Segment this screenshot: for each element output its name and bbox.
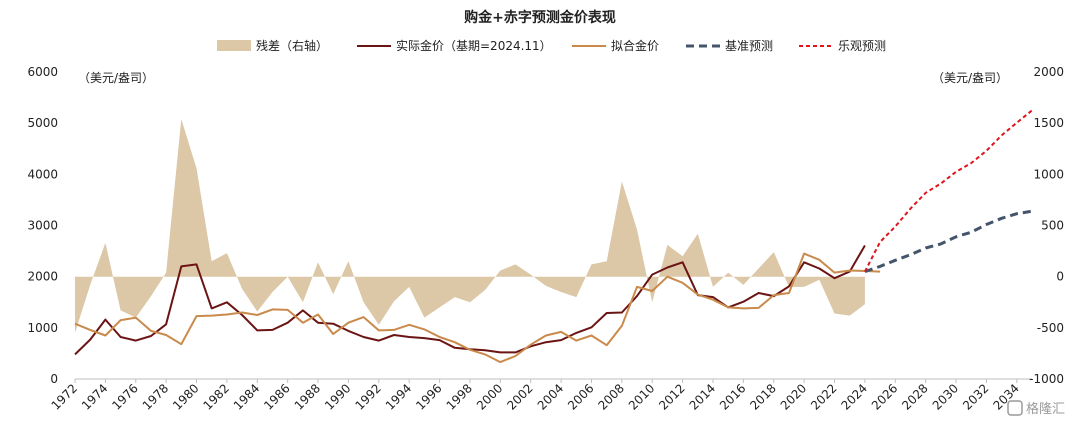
x-tick-label: 1976 — [109, 381, 140, 412]
right-axis-unit: （美元/盎司） — [932, 71, 1008, 85]
legend-label-fitted: 拟合金价 — [611, 38, 659, 53]
y-left-tick-label: 6000 — [27, 65, 58, 79]
x-tick-label: 1982 — [201, 381, 232, 412]
x-tick-label: 1980 — [170, 381, 201, 412]
x-tick-label: 2030 — [930, 381, 961, 412]
residual-area-layer — [75, 119, 865, 333]
x-tick-label: 2004 — [535, 381, 566, 412]
x-tick-label: 2006 — [565, 381, 596, 412]
y-left-tick-label: 3000 — [27, 219, 58, 233]
y-right-tick-label: -1000 — [1029, 372, 1064, 386]
left-axis-unit: （美元/盎司） — [78, 71, 154, 85]
x-tick-label: 2034 — [990, 381, 1021, 412]
axis-layer — [74, 378, 1032, 383]
y-right-tick-label: 500 — [1041, 219, 1064, 233]
series-line — [864, 109, 1033, 273]
x-tick-label: 1998 — [444, 381, 475, 412]
x-tick-label: 2010 — [626, 381, 657, 412]
legend: 残差（右轴） 实际金价（基期=2024.11） 拟合金价 基准预测 乐观预测 — [217, 38, 886, 53]
x-tick-label: 1996 — [413, 381, 444, 412]
y-right-tick-label: 1500 — [1033, 116, 1064, 130]
x-tick-label: 2032 — [960, 381, 991, 412]
x-tick-label: 1994 — [383, 381, 414, 412]
y-right-tick-label: 1000 — [1033, 167, 1064, 181]
watermark-text: 格隆汇 — [1026, 401, 1065, 417]
x-tick-label: 2008 — [595, 381, 626, 412]
y-right-tick-label: -500 — [1037, 321, 1064, 335]
legend-swatch-residual — [217, 40, 251, 51]
x-tick-label: 2026 — [869, 381, 900, 412]
x-tick-label: 1992 — [352, 381, 383, 412]
y-left-tick-label: 2000 — [27, 270, 58, 284]
series-line — [74, 252, 881, 364]
x-tick-label: 2014 — [687, 381, 718, 412]
x-tick-label: 2022 — [808, 381, 839, 412]
x-tick-label: 1990 — [322, 381, 353, 412]
watermark-logo-icon — [1007, 400, 1023, 416]
x-tick-label: 2018 — [747, 381, 778, 412]
x-tick-label: 2024 — [839, 381, 870, 412]
x-tick-label: 2028 — [899, 381, 930, 412]
y-right-tick-label: 2000 — [1033, 65, 1064, 79]
y-left-tick-label: 0 — [50, 372, 58, 386]
legend-label-actual: 实际金价（基期=2024.11） — [396, 38, 552, 53]
series-line — [864, 209, 1033, 274]
watermark: 格隆汇 — [1007, 400, 1065, 417]
y-right-tick-label: 0 — [1056, 270, 1064, 284]
y-left-tick-label: 5000 — [27, 116, 58, 130]
legend-label-residual: 残差（右轴） — [256, 38, 328, 53]
x-tick-label: 2020 — [778, 381, 809, 412]
x-tick-label: 1984 — [231, 381, 262, 412]
x-tick-label: 2012 — [656, 381, 687, 412]
lines-layer — [74, 109, 1033, 364]
x-tick-label: 2000 — [474, 381, 505, 412]
legend-label-optimistic: 乐观预测 — [838, 39, 886, 53]
x-tick-label: 2002 — [504, 381, 535, 412]
x-tick-label: 1986 — [261, 381, 292, 412]
y-left-tick-label: 1000 — [27, 321, 58, 335]
residual-area — [75, 119, 865, 333]
y-left-tick-label: 4000 — [27, 167, 58, 181]
x-tick-label: 1978 — [140, 381, 171, 412]
chart-title: 购金+赤字预测金价表现 — [464, 9, 616, 26]
legend-label-base: 基准预测 — [725, 39, 773, 53]
x-tick-label: 1988 — [292, 381, 323, 412]
x-tick-label: 1974 — [79, 381, 110, 412]
x-tick-label: 2016 — [717, 381, 748, 412]
